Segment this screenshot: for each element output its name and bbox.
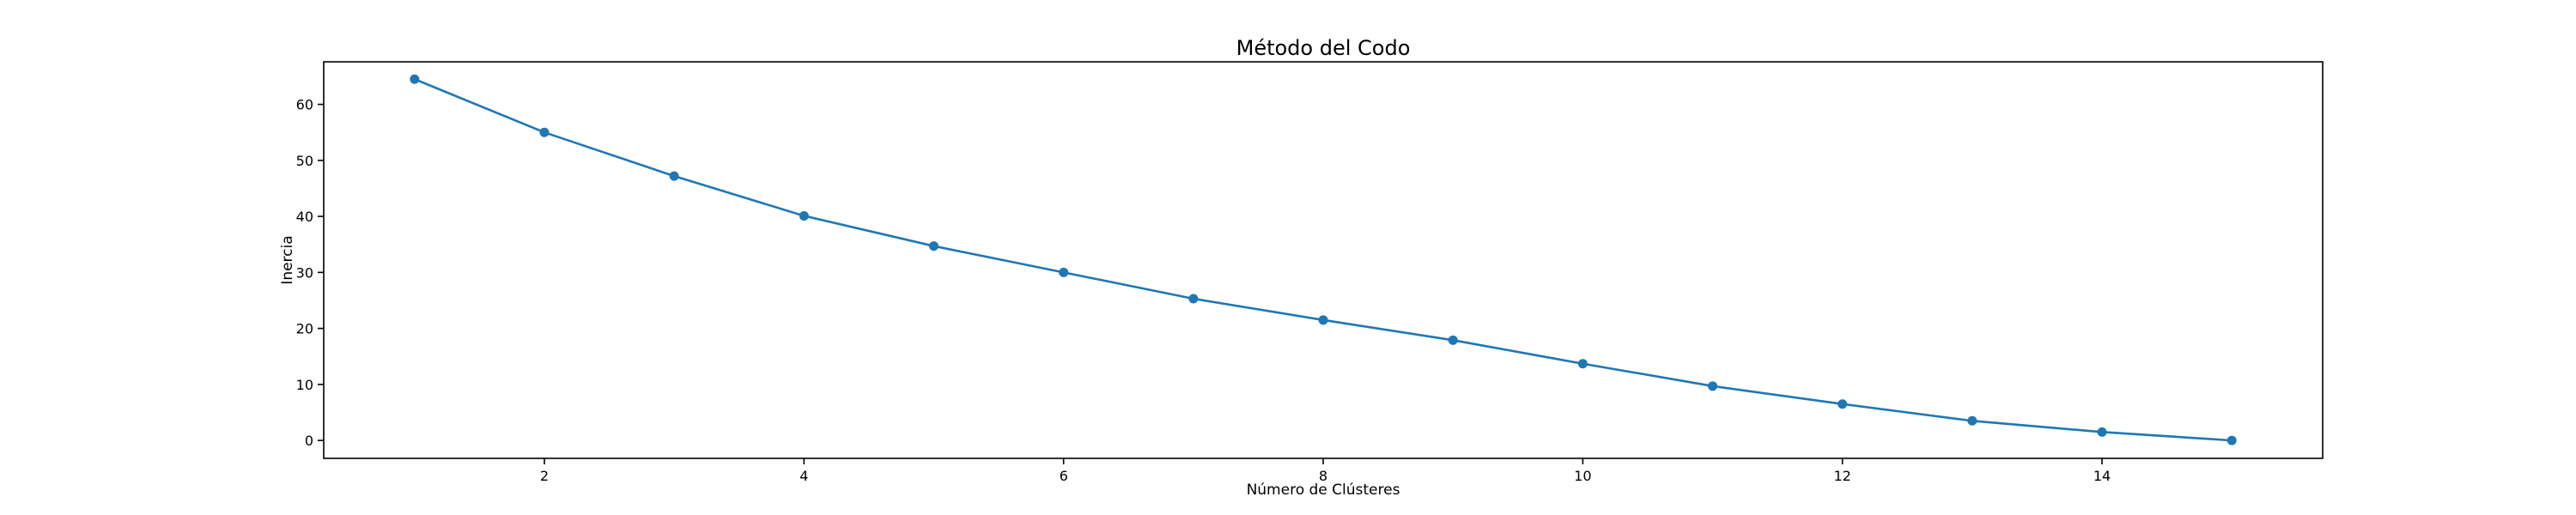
plot-area: 2 4 6 8 10 12 14 0 10 20 30 40 50 60 xyxy=(296,74,2237,484)
y-tick-label: 60 xyxy=(296,97,313,113)
data-point xyxy=(410,74,420,84)
data-point xyxy=(2097,427,2107,437)
x-axis-label: Número de Clústeres xyxy=(1247,482,1400,499)
chart-title: Método del Codo xyxy=(1236,36,1411,60)
y-tick-label: 30 xyxy=(296,264,313,281)
y-tick-label: 0 xyxy=(305,433,313,449)
data-point xyxy=(1708,381,1718,391)
y-axis-label: Inercia xyxy=(279,235,296,284)
data-point xyxy=(2227,435,2237,445)
data-point xyxy=(669,171,679,181)
data-point xyxy=(1448,335,1458,345)
y-tick-label: 10 xyxy=(296,377,313,393)
x-tick-label: 6 xyxy=(1060,468,1068,484)
axes-frame xyxy=(323,61,2324,459)
data-point xyxy=(1318,315,1328,325)
x-tick-label: 12 xyxy=(1833,468,1850,484)
data-point xyxy=(1838,399,1848,409)
data-point xyxy=(799,210,809,221)
x-tick-label: 14 xyxy=(2093,468,2111,484)
data-point xyxy=(928,241,939,251)
y-tick-label: 50 xyxy=(296,153,313,169)
data-point xyxy=(539,127,550,137)
data-point xyxy=(1059,267,1069,277)
x-tick-label: 10 xyxy=(1574,468,1591,484)
data-point xyxy=(1577,359,1588,369)
data-point xyxy=(1188,294,1199,304)
data-point xyxy=(1967,415,1978,426)
x-tick-label: 8 xyxy=(1319,468,1327,484)
y-tick-label: 40 xyxy=(296,209,313,225)
y-tick-label: 20 xyxy=(296,321,313,337)
x-tick-label: 4 xyxy=(799,468,808,484)
x-tick-label: 2 xyxy=(540,468,549,484)
